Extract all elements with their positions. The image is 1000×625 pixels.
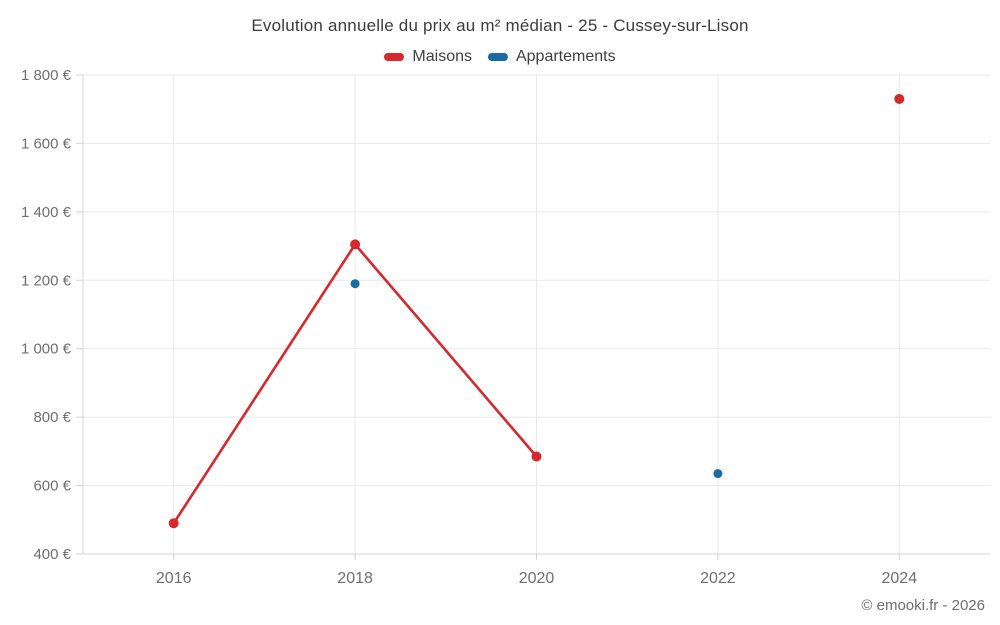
y-axis-label: 1 200 €: [21, 272, 72, 289]
point-appartements-2022[interactable]: [713, 469, 723, 479]
copyright-text: © emooki.fr - 2026: [861, 597, 985, 614]
y-axis-label: 800 €: [33, 409, 71, 426]
y-axis-label: 1 000 €: [21, 341, 72, 358]
y-axis-label: 400 €: [33, 546, 71, 563]
y-axis-label: 1 400 €: [21, 204, 72, 221]
legend-item-appartements[interactable]: Appartements: [487, 48, 616, 66]
legend-label-maisons: Maisons: [412, 48, 472, 65]
x-axis-label: 2024: [882, 570, 918, 587]
legend-label-appartements: Appartements: [515, 48, 616, 65]
x-axis-label: 2018: [337, 570, 373, 587]
x-axis-label: 2022: [700, 570, 736, 587]
y-axis-label: 1 800 €: [21, 67, 72, 84]
y-axis-label: 600 €: [33, 478, 71, 495]
legend-item-maisons[interactable]: Maisons: [384, 48, 472, 66]
x-axis-label: 2020: [519, 570, 555, 587]
y-axis-label: 1 600 €: [21, 135, 72, 152]
point-maisons-2018[interactable]: [350, 239, 361, 250]
point-maisons-2024[interactable]: [894, 93, 905, 104]
maisons-swatch-icon: [384, 53, 405, 61]
legend: Maisons Appartements: [0, 46, 1000, 68]
point-maisons-2016[interactable]: [168, 518, 179, 529]
chart-title: Evolution annuelle du prix au m² médian …: [251, 16, 749, 35]
appartements-swatch-icon: [487, 53, 508, 61]
point-appartements-2018[interactable]: [350, 279, 360, 289]
point-maisons-2020[interactable]: [531, 451, 542, 462]
x-axis-label: 2016: [156, 570, 192, 587]
